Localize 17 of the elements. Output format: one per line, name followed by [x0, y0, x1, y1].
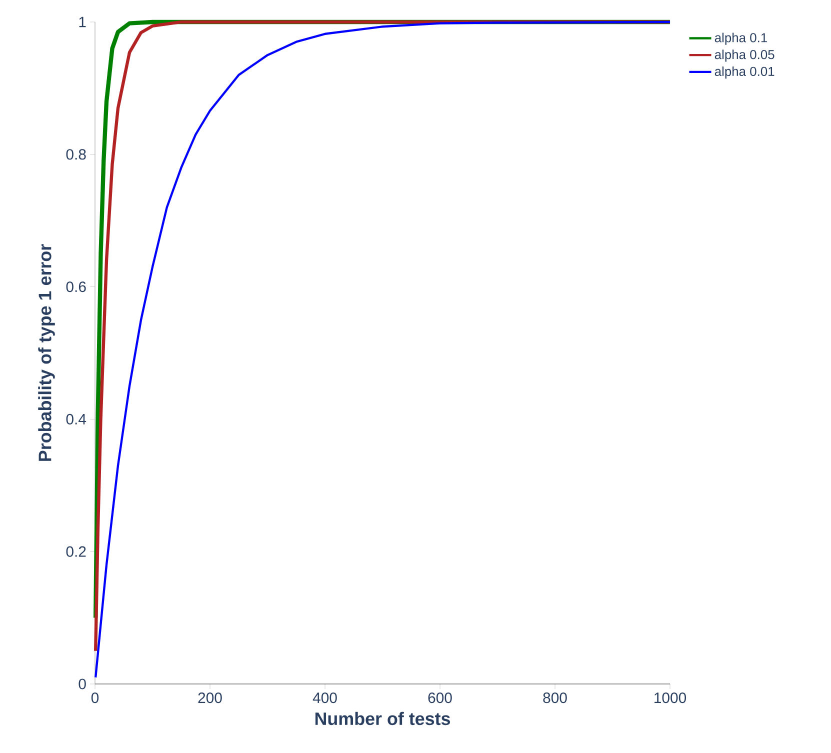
- x-tick-label: 600: [428, 692, 452, 704]
- y-tick-label: 0.2: [66, 546, 86, 557]
- x-tick-label: 0: [91, 692, 99, 704]
- x-tick-label: 400: [312, 692, 337, 704]
- y-tick-label: 0: [78, 678, 86, 690]
- legend-label: alpha 0.01: [714, 66, 774, 79]
- y-tick-label: 1: [79, 16, 86, 28]
- x-tick-label: 1000: [654, 692, 686, 704]
- x-tick-label: 200: [198, 692, 222, 704]
- y-axis-title: Probability of type 1 error: [38, 244, 55, 461]
- legend-label: alpha 0.1: [714, 32, 767, 45]
- x-axis-title: Number of tests: [315, 712, 450, 726]
- y-tick-label: 0.4: [66, 414, 86, 424]
- legend-label: alpha 0.05: [714, 50, 774, 62]
- y-tick-label: 0.6: [66, 281, 86, 292]
- x-tick-label: 800: [543, 692, 567, 704]
- y-tick-label: 0.8: [66, 149, 86, 160]
